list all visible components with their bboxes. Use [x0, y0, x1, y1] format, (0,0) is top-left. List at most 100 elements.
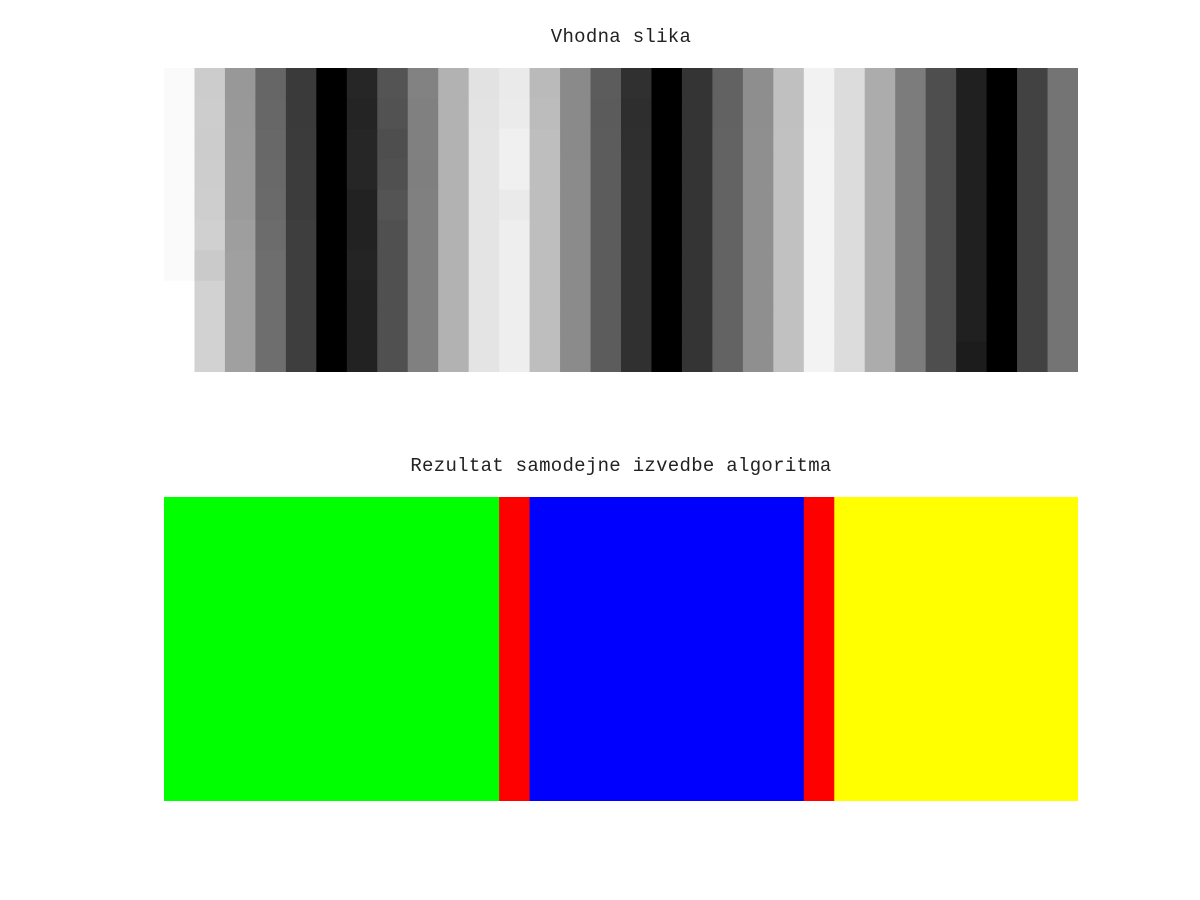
pixel-cell	[1017, 98, 1049, 130]
pixel-cell	[346, 98, 378, 130]
pixel-cell	[407, 280, 439, 312]
pixel-cell	[864, 189, 896, 221]
pixel-cell	[407, 128, 439, 160]
pixel-cell	[468, 189, 500, 221]
pixel-cell	[590, 250, 622, 282]
region-blue	[529, 497, 805, 801]
pixel-cell	[925, 220, 957, 251]
pixel-cell	[407, 341, 439, 372]
pixel-cell	[468, 68, 500, 99]
pixel-cell	[834, 98, 866, 130]
pixel-cell	[407, 98, 439, 130]
pixel-cell	[834, 341, 866, 372]
pixel-cell	[1047, 280, 1078, 312]
pixel-cell	[560, 280, 592, 312]
pixel-cell	[956, 341, 988, 372]
pixel-cell	[895, 98, 927, 130]
pixel-cell	[742, 68, 774, 99]
pixel-cell	[377, 311, 409, 343]
region-red	[803, 497, 835, 801]
pixel-cell	[621, 250, 653, 282]
pixel-cell	[712, 68, 744, 99]
pixel-cell	[407, 311, 439, 343]
result-image-title: Rezultat samodejne izvedbe algoritma	[410, 455, 832, 477]
pixel-cell	[346, 250, 378, 282]
pixel-cell	[316, 311, 348, 343]
pixel-cell	[742, 128, 774, 160]
pixel-cell	[346, 280, 378, 312]
pixel-cell	[864, 98, 896, 130]
pixel-cell	[956, 68, 988, 99]
pixel-cell	[834, 280, 866, 312]
pixel-cell	[529, 280, 561, 312]
pixel-cell	[681, 128, 713, 160]
pixel-cell	[1017, 280, 1049, 312]
pixel-cell	[377, 68, 409, 99]
pixel-cell	[1047, 311, 1078, 343]
pixel-cell	[651, 128, 683, 160]
pixel-cell	[834, 159, 866, 191]
pixel-cell	[742, 280, 774, 312]
pixel-cell	[803, 341, 835, 372]
pixel-cell	[377, 128, 409, 160]
pixel-cell	[986, 220, 1018, 251]
pixel-cell	[773, 341, 805, 372]
pixel-cell	[560, 189, 592, 221]
pixel-cell	[773, 189, 805, 221]
pixel-cell	[438, 68, 470, 99]
pixel-cell	[925, 189, 957, 221]
pixel-cell	[194, 311, 226, 343]
pixel-cell	[499, 159, 531, 191]
pixel-cell	[864, 250, 896, 282]
pixel-cell	[803, 220, 835, 251]
pixel-cell	[895, 128, 927, 160]
pixel-cell	[499, 341, 531, 372]
pixel-cell	[712, 128, 744, 160]
pixel-cell	[834, 68, 866, 99]
pixel-cell	[499, 189, 531, 221]
pixel-cell	[834, 128, 866, 160]
pixel-cell	[316, 250, 348, 282]
pixel-cell	[438, 280, 470, 312]
pixel-cell	[438, 250, 470, 282]
pixel-cell	[285, 68, 317, 99]
pixel-cell	[681, 68, 713, 99]
pixel-cell	[255, 128, 287, 160]
pixel-cell	[803, 311, 835, 343]
pixel-cell	[377, 159, 409, 191]
pixel-cell	[621, 128, 653, 160]
pixel-cell	[407, 189, 439, 221]
pixel-cell	[468, 159, 500, 191]
pixel-cell	[560, 68, 592, 99]
pixel-cell	[651, 280, 683, 312]
pixel-cell	[194, 280, 226, 312]
pixel-cell	[803, 159, 835, 191]
pixel-cell	[255, 68, 287, 99]
pixel-cell	[1017, 189, 1049, 221]
pixel-cell	[834, 220, 866, 251]
pixel-cell	[224, 189, 256, 221]
pixel-cell	[224, 250, 256, 282]
pixel-cell	[864, 311, 896, 343]
pixel-cell	[773, 68, 805, 99]
pixel-cell	[590, 189, 622, 221]
pixel-cell	[590, 280, 622, 312]
pixel-cell	[194, 98, 226, 130]
pixel-cell	[621, 189, 653, 221]
pixel-cell	[407, 159, 439, 191]
pixel-cell	[255, 311, 287, 343]
pixel-cell	[895, 311, 927, 343]
pixel-cell	[681, 341, 713, 372]
pixel-cell	[529, 341, 561, 372]
pixel-cell	[224, 68, 256, 99]
pixel-cell	[621, 280, 653, 312]
pixel-cell	[742, 311, 774, 343]
pixel-cell	[346, 341, 378, 372]
pixel-cell	[864, 341, 896, 372]
pixel-cell	[986, 189, 1018, 221]
pixel-cell	[224, 159, 256, 191]
pixel-cell	[194, 250, 226, 282]
pixel-cell	[986, 159, 1018, 191]
pixel-cell	[560, 341, 592, 372]
pixel-cell	[834, 189, 866, 221]
